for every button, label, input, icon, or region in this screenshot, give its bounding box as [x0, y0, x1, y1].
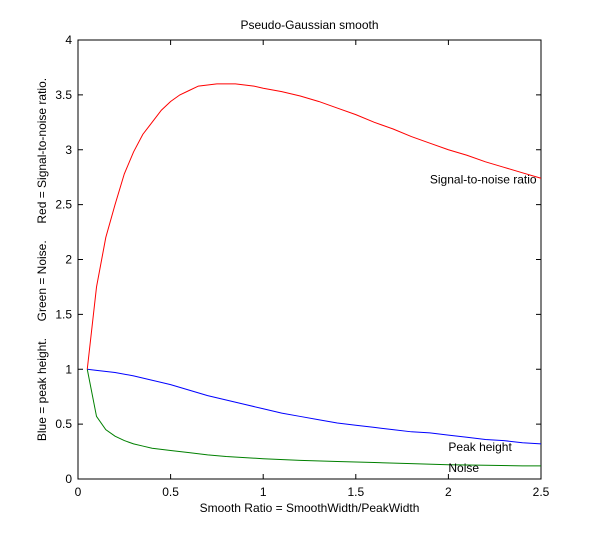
chart-title: Pseudo-Gaussian smooth [240, 18, 378, 32]
y-tick-label: 0.5 [55, 417, 72, 431]
y-axis-ticks: 0 0.5 1 1.5 2 2.5 3 3.5 4 [55, 33, 541, 486]
series-line-0 [86, 83, 542, 370]
series-line-1 [87, 368, 542, 445]
y-tick-label: 1 [65, 362, 72, 376]
annotation-2: Noise [448, 461, 479, 475]
series-layer [86, 83, 542, 467]
x-tick-label: 1.5 [347, 485, 364, 499]
plot-area [77, 39, 542, 480]
y-tick-label: 3.5 [55, 88, 72, 102]
series-line-2 [86, 369, 541, 467]
y-tick-label: 0 [65, 472, 72, 486]
annotations: Signal-to-noise ratio Peak height Noise [430, 172, 537, 475]
x-tick-label: 1 [260, 485, 267, 499]
x-tick-label: 2 [445, 485, 452, 499]
y-tick-label: 4 [65, 33, 72, 47]
x-tick-label: 2.5 [533, 485, 550, 499]
y-tick-label: 3 [65, 143, 72, 157]
annotation-0: Signal-to-noise ratio [430, 172, 537, 186]
annotation-1: Peak height [448, 440, 512, 454]
y-tick-label: 1.5 [55, 307, 72, 321]
x-axis-ticks: 0 0.5 1 1.5 2 2.5 [75, 40, 550, 499]
x-tick-label: 0.5 [162, 485, 179, 499]
y-tick-label: 2.5 [55, 198, 72, 212]
x-tick-label: 0 [75, 485, 82, 499]
x-axis-label: Smooth Ratio = SmoothWidth/PeakWidth [200, 501, 420, 515]
y-tick-label: 2 [65, 253, 72, 267]
y-axis-label: Blue = peak height. Green = Noise. Red =… [35, 78, 49, 441]
